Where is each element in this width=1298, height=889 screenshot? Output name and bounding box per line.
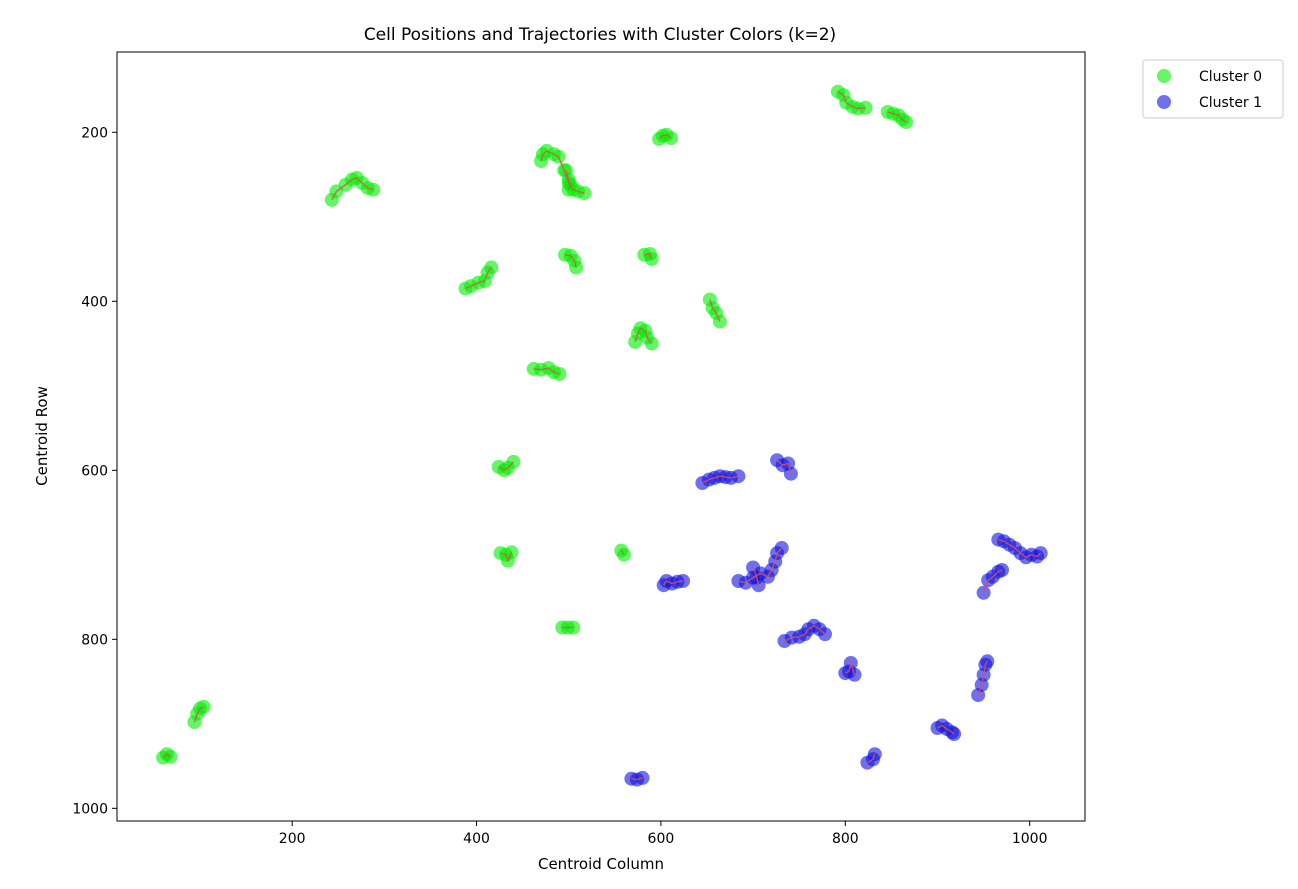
trajectory-line bbox=[776, 459, 792, 474]
legend-box bbox=[1142, 59, 1284, 119]
trajectory-line bbox=[837, 91, 866, 110]
trajectory-line bbox=[162, 753, 171, 759]
trajectory-line bbox=[982, 569, 1003, 594]
series-1 bbox=[624, 453, 1048, 787]
x-tick-label: 200 bbox=[279, 831, 306, 847]
x-tick-label: 1000 bbox=[1012, 831, 1048, 847]
trajectory-line bbox=[540, 150, 585, 194]
x-axis: 200 400 600 800 1000 bbox=[279, 821, 1048, 847]
trajectory-line bbox=[752, 567, 760, 586]
trajectory-line bbox=[193, 706, 204, 723]
plot-frame bbox=[116, 51, 1086, 822]
legend-label-0: Cluster 0 bbox=[1199, 69, 1262, 85]
series-0 bbox=[156, 84, 914, 765]
x-tick-label: 400 bbox=[463, 831, 490, 847]
trajectory-line bbox=[500, 552, 513, 563]
y-axis: 200 400 600 800 1000 bbox=[72, 125, 117, 817]
trajectory-line bbox=[845, 660, 856, 676]
trajectory-line bbox=[634, 327, 653, 344]
legend-label-1: Cluster 1 bbox=[1199, 95, 1262, 111]
chart-title: Cell Positions and Trajectories with Clu… bbox=[364, 25, 836, 45]
trajectory-line bbox=[498, 461, 514, 472]
trajectory-line bbox=[998, 538, 1042, 559]
legend-marker-0 bbox=[1157, 69, 1171, 83]
legend: Cluster 0 Cluster 1 bbox=[1142, 59, 1284, 119]
x-tick-label: 800 bbox=[832, 831, 859, 847]
trajectory-line bbox=[331, 177, 374, 201]
trajectory-line bbox=[465, 267, 492, 290]
cluster-0-point bbox=[899, 115, 914, 130]
trajectory-line bbox=[620, 550, 625, 556]
legend-marker-1 bbox=[1157, 95, 1171, 109]
trajectory-line bbox=[784, 624, 826, 642]
trajectory-line bbox=[709, 299, 721, 322]
trajectory-line bbox=[644, 253, 653, 260]
trajectory-line bbox=[887, 111, 907, 123]
trajectory-line bbox=[738, 547, 783, 584]
x-tick-label: 600 bbox=[648, 831, 675, 847]
trajectory-line bbox=[937, 724, 955, 735]
y-tick-label: 400 bbox=[81, 294, 108, 310]
trajectory-line bbox=[663, 580, 684, 586]
trajectory-line bbox=[867, 753, 876, 764]
plot-content bbox=[156, 84, 1048, 787]
y-tick-label: 800 bbox=[81, 632, 108, 648]
trajectory-line bbox=[977, 660, 988, 696]
x-axis-title: Centroid Column bbox=[538, 855, 664, 873]
y-tick-label: 200 bbox=[81, 125, 108, 141]
trajectory-line bbox=[658, 134, 672, 140]
trajectory-line bbox=[702, 475, 739, 484]
y-tick-label: 1000 bbox=[72, 801, 108, 817]
trajectory-line bbox=[564, 254, 577, 268]
y-axis-title: Centroid Row bbox=[33, 386, 51, 486]
trajectory-line bbox=[533, 367, 560, 375]
trajectory-line bbox=[565, 170, 572, 190]
y-tick-label: 600 bbox=[81, 463, 108, 479]
trajectory-line bbox=[631, 777, 643, 781]
